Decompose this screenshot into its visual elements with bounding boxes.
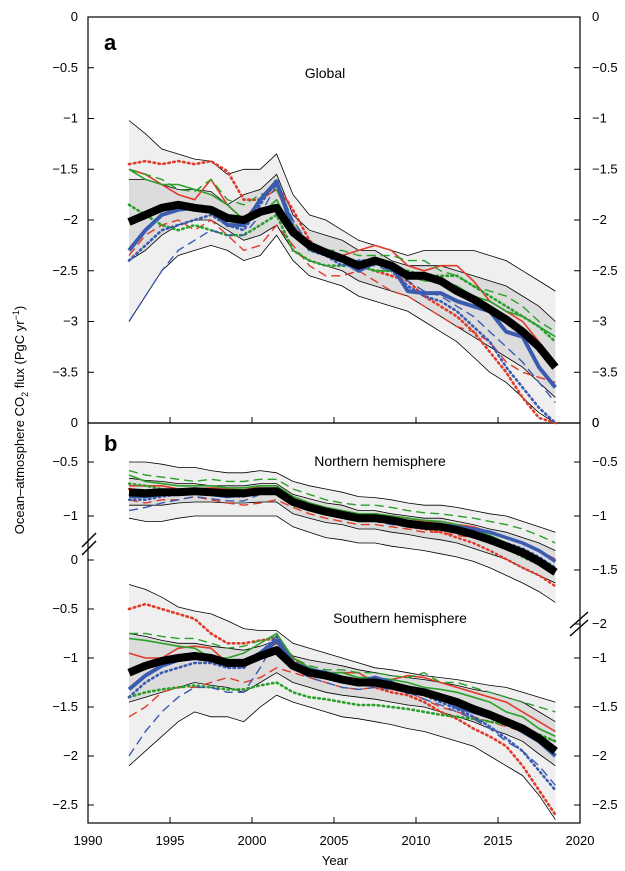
y-axis-label: Ocean–atmosphere CO2 flux (PgC yr−1) [11,306,30,534]
y-tick-label-left: −0.5 [52,601,78,616]
global-band-edge-outer-upper [128,120,556,292]
panel-b-label: b [104,431,117,456]
southern-band-edge-outer-lower [128,694,556,820]
y-tick-label-right: −1 [592,111,607,126]
y-tick-label-right: −1.5 [592,699,618,714]
y-tick-label-right: 0 [592,415,599,430]
southern-series-green-dashed [129,632,556,713]
y-tick-label-right: −0.5 [592,60,618,75]
y-tick-label-left: 0 [71,552,78,567]
y-tick-label-right: −1 [592,650,607,665]
x-tick-label: 2010 [402,833,431,848]
y-tick-label-right: −1.5 [592,562,618,577]
y-tick-label-left: −1 [63,111,78,126]
panel-a-title: Global [305,65,345,81]
x-tick-label: 2000 [238,833,267,848]
global-series-red-dotted [127,159,557,425]
southern-band-edge-inner-lower [128,672,556,767]
y-axis-label-superscript: −1 [11,310,21,320]
y-tick-label-left: −3 [63,314,78,329]
global-series-green-dashed [128,168,556,333]
y-tick-label-right: 0 [592,9,599,24]
y-tick-label-right: −1.5 [592,161,618,176]
y-tick-label-left: −0.5 [52,60,78,75]
global-series-green-dotted [127,203,557,344]
y-tick-label-left: 0 [71,415,78,430]
y-axis-label-subscript: 2 [20,392,30,397]
y-tick-label-left: −2 [63,212,78,227]
y-tick-label-left: −1 [63,508,78,523]
northern-band-edge-inner-lower [129,501,556,584]
y-tick-label-right: −3 [592,314,607,329]
y-tick-label-right: −2 [592,748,607,763]
y-axis-label-close: ) [12,306,27,310]
x-tick-label: 2015 [484,833,513,848]
x-tick-label: 2020 [566,833,595,848]
southern-band-edge-inner-upper [128,633,556,723]
axis-ticks: 0 0 −0.5 −0.5 −1 −1 −1.5 −1.5 −2 −2 −2.5 −2.5 −3 −3 −3… [52,9,617,848]
right-break-mark [569,611,589,629]
right-break-mark [569,619,589,637]
y-tick-label-left: −1 [63,650,78,665]
southern-band-edge-outer-upper [128,584,556,703]
global-uncertainty-band-outer [129,120,556,423]
northern-series-green-solid [128,474,556,573]
panel-b-southern-plot [127,584,558,820]
northern-series-mean-solid [128,487,558,576]
panel-a-plot [127,120,559,425]
panel-b-northern-title: Northern hemisphere [314,453,446,469]
y-tick-label-right: 0 [592,415,599,430]
y-tick-label-left: −0.5 [52,454,78,469]
southern-series-blue-dashed [128,637,556,786]
global-series-red-dashed [128,219,556,384]
global-band-edge-outer-lower [128,234,556,424]
y-tick-label-right: −2 [592,616,607,631]
northern-band-edge-outer-lower [128,515,556,603]
southern-series-mean-solid [127,646,558,755]
x-axis-label: Year [322,853,349,868]
southern-series-green-solid [128,632,556,738]
x-tick-label: 1990 [74,833,103,848]
y-tick-label-right: −2.5 [592,797,618,812]
southern-series-green-dotted [127,681,557,743]
y-tick-label-left: −1.5 [52,161,78,176]
y-tick-label-right: −3.5 [592,364,618,379]
left-break-mark [81,540,97,556]
y-tick-label-right: −2.5 [592,263,618,278]
y-tick-label-right: −0.5 [592,454,618,469]
global-series-mean-solid [127,200,559,370]
y-tick-label-left: −3.5 [52,364,78,379]
y-axis-label-units: flux (PgC yr [12,320,27,392]
y-tick-label-left: −1.5 [52,699,78,714]
northern-series-green-dashed [128,469,556,544]
global-uncertainty-band-inner [129,174,556,398]
axis-break-marks [81,532,589,637]
y-tick-label-left: −2.5 [52,797,78,812]
global-band-edge-inner-upper [129,173,556,322]
y-tick-label-right: −2 [592,212,607,227]
panel-b-northern-plot [127,461,558,603]
y-tick-label-left: −2 [63,748,78,763]
y-axis-label-main: Ocean–atmosphere CO [12,397,27,534]
left-break-mark [81,532,97,548]
y-tick-label-left: −2.5 [52,263,78,278]
panel-a-label: a [104,30,117,55]
y-tick-label-right: −1 [592,508,607,523]
panel-b-southern-title: Southern hemisphere [333,610,467,626]
global-series-blue-dotted [127,178,557,425]
northern-band-edge-outer-upper [129,461,556,533]
y-tick-label-left: 0 [71,9,78,24]
northern-band-edge-inner-upper [128,477,556,551]
x-tick-label: 1995 [156,833,185,848]
x-tick-label: 2005 [320,833,349,848]
